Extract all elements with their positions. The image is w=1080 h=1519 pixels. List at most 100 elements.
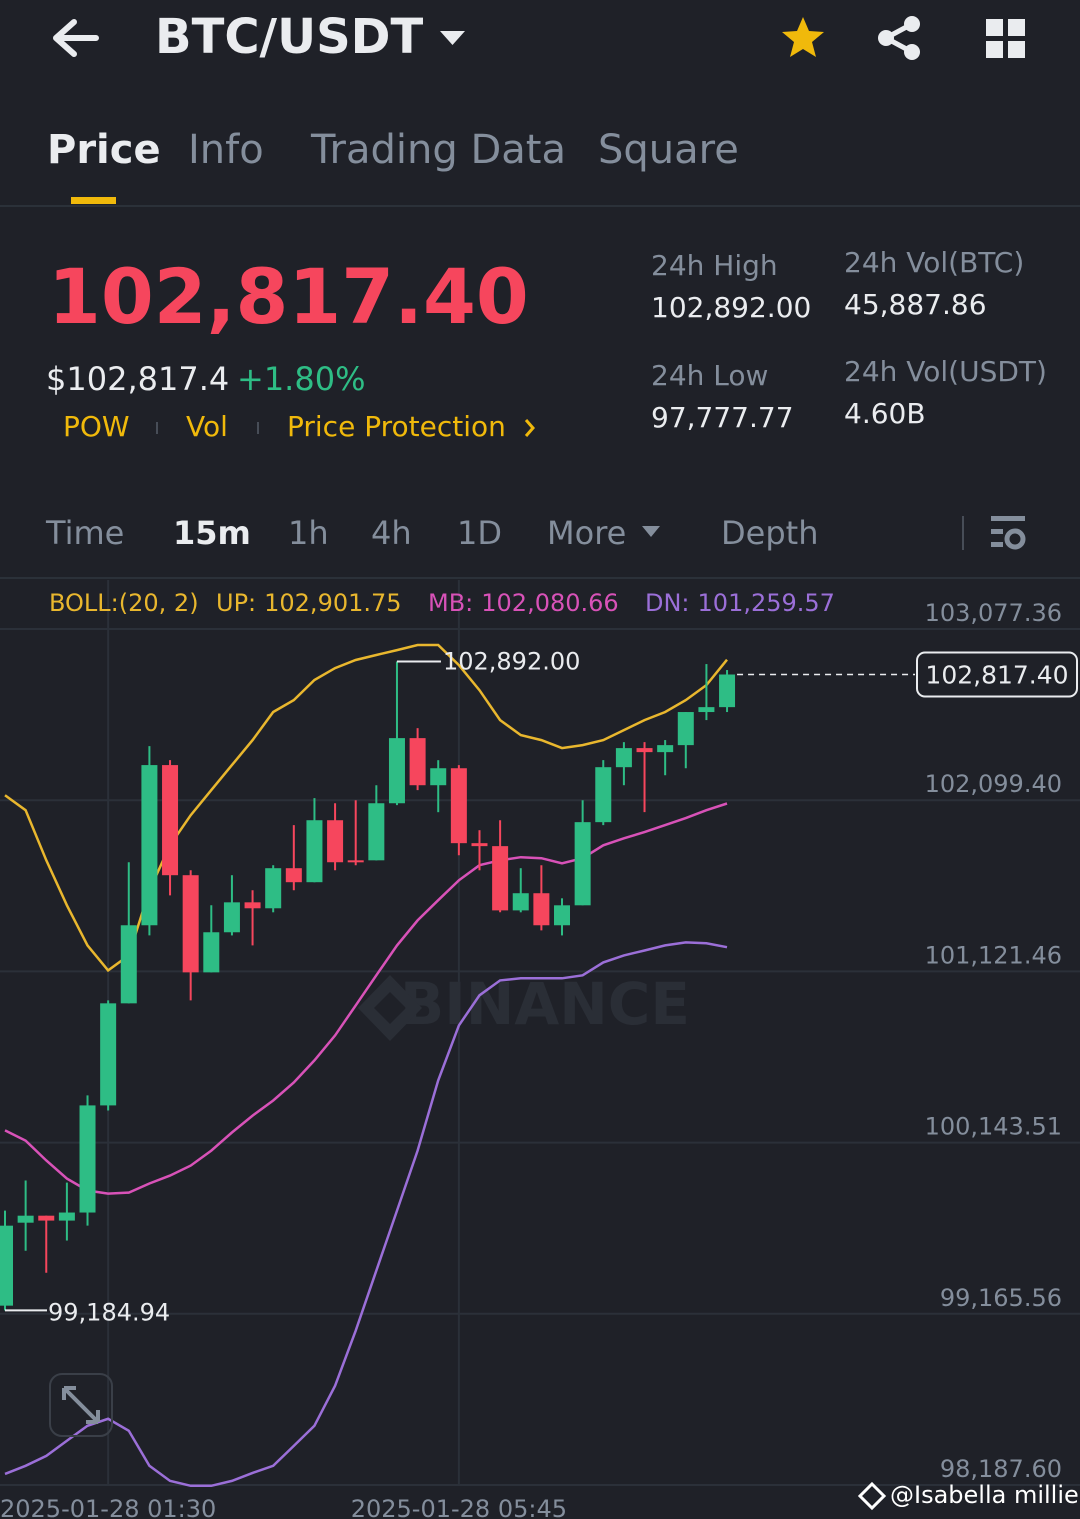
credit: @Isabella millie [890, 1481, 1079, 1509]
legend-name: UP: [216, 589, 256, 617]
pair-title[interactable]: BTC/USDT [155, 9, 423, 65]
watermark: BINANCE [400, 970, 690, 1038]
tab[interactable]: Square [598, 127, 739, 173]
stat-label: 24h High [651, 249, 778, 282]
expand-frame [49, 1373, 113, 1437]
legend-name: DN: [645, 589, 690, 617]
back-arrow [53, 19, 99, 57]
y-tick-label: 98,187.60 [940, 1455, 1062, 1483]
candle-body [677, 712, 694, 746]
tab[interactable]: Info [188, 127, 264, 173]
candle-body [554, 905, 571, 926]
y-tick-label: 102,099.40 [925, 770, 1062, 798]
usd-price: $102,817.4 [46, 360, 229, 398]
candle-body [162, 765, 179, 876]
interval[interactable]: 15m [173, 514, 251, 552]
legend-value: 102,080.66 [481, 589, 618, 617]
share-icon [904, 16, 920, 32]
candle-body [450, 768, 467, 844]
last-price: 102,817.40 [48, 252, 529, 341]
expand-button[interactable] [49, 1373, 113, 1437]
last-price-box [916, 651, 1078, 698]
candle-body [657, 745, 674, 753]
legend-name: MB: [428, 589, 473, 617]
tab[interactable]: Price [47, 127, 161, 173]
share-button[interactable] [878, 16, 920, 60]
candle-body [79, 1105, 96, 1213]
interval[interactable]: 1D [457, 514, 502, 552]
stat-label: 24h Vol(BTC) [844, 246, 1024, 279]
legend-value: 102,901.75 [264, 589, 401, 617]
candle-body [512, 893, 529, 911]
share-icon [904, 44, 920, 60]
expand-icon [62, 1386, 100, 1424]
boll-line [4, 941, 728, 1488]
candle-body [38, 1215, 55, 1221]
candle-body [492, 846, 509, 911]
interval[interactable]: Time [45, 514, 124, 552]
legend-entry: MB: 102,080.66 [428, 589, 619, 617]
tab-indicator [71, 197, 116, 204]
candle-body [203, 932, 220, 973]
candle-body [430, 768, 447, 786]
candle-body [595, 767, 612, 823]
tag[interactable]: Vol [186, 410, 228, 443]
settings-icon [991, 529, 1003, 534]
back-button[interactable] [53, 19, 99, 57]
candle-body [698, 707, 715, 713]
candle-body [223, 902, 240, 933]
candle-body [265, 868, 282, 909]
candle-body [306, 820, 323, 883]
x-tick-label: 2025-01-28 01:30 [0, 1495, 216, 1519]
low-marker-label: 99,184.94 [48, 1298, 170, 1326]
candle-body [120, 925, 137, 1004]
candle-body [574, 822, 591, 906]
tag[interactable]: POW [63, 410, 130, 443]
legend-entry: UP: 102,901.75 [216, 589, 402, 617]
stat-value: 4.60B [844, 397, 926, 430]
chevron [524, 419, 535, 437]
tag[interactable]: Price Protection [287, 410, 506, 443]
grid-menu[interactable] [986, 19, 1025, 58]
stat-label: 24h Vol(USDT) [844, 355, 1047, 388]
interval[interactable]: 1h [288, 514, 329, 552]
settings-icon [991, 516, 1025, 521]
tab[interactable]: Trading Data [310, 127, 566, 173]
grid-icon [1008, 19, 1025, 36]
interval[interactable]: More [547, 514, 626, 552]
candle-body [347, 860, 364, 863]
candle-body [636, 748, 653, 753]
candle-body [533, 893, 550, 926]
stat-label: 24h Low [651, 359, 768, 392]
legend-entry: DN: 101,259.57 [645, 589, 835, 617]
last-price-label: 102,817.40 [925, 661, 1068, 690]
candle-body [327, 820, 344, 863]
candle-body [471, 843, 488, 847]
pair-dropdown[interactable] [440, 31, 465, 45]
chart-settings[interactable] [991, 516, 1026, 550]
high-marker-label: 102,892.00 [443, 647, 580, 675]
watermark-logo [358, 975, 422, 1041]
candle-body [244, 902, 261, 909]
candle-body [388, 738, 405, 804]
boll-label: BOLL:(20, 2) [49, 589, 199, 617]
favorite-star[interactable] [782, 17, 824, 57]
interval[interactable]: 4h [371, 514, 412, 552]
stat-value: 102,892.00 [651, 291, 811, 324]
legend: UP: 102,901.75 MB: 102,080.66 DN: 101,259.57 [216, 589, 835, 617]
price-change: +1.80% [237, 360, 365, 398]
boll-line [4, 802, 728, 1195]
candle-body [58, 1212, 75, 1221]
grid-icon [986, 41, 1003, 58]
candle-body [615, 748, 632, 768]
settings-icon [991, 542, 1003, 547]
credit-logo [857, 1481, 887, 1511]
y-tick-label: 99,165.56 [940, 1284, 1062, 1312]
stat-value: 97,777.77 [651, 401, 794, 434]
y-tick-label: 100,143.51 [925, 1113, 1062, 1141]
grid-icon [1008, 41, 1025, 58]
interval[interactable]: Depth [721, 514, 818, 552]
